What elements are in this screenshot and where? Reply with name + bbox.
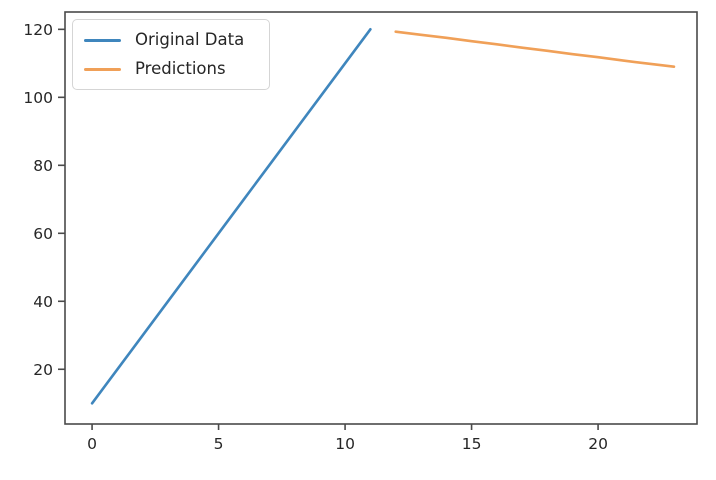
legend-label-original-data: Original Data	[135, 29, 245, 49]
legend-line-swatch-original-data	[84, 38, 121, 42]
legend-entry-original-data: Original Data	[84, 27, 251, 53]
y-tick-label: 100	[23, 89, 53, 107]
legend: Original Data Predictions	[72, 19, 270, 90]
x-tick-label: 15	[462, 435, 482, 453]
series-line-original-data	[90, 27, 372, 405]
x-axis-ticks: 0 5 10 15 20	[87, 424, 608, 453]
y-tick-label: 80	[33, 157, 53, 175]
y-tick-label: 120	[23, 21, 53, 39]
y-tick-label: 40	[33, 293, 53, 311]
x-tick-label: 5	[214, 435, 224, 453]
y-tick-label: 20	[33, 361, 53, 379]
legend-line-swatch-predictions	[84, 67, 121, 71]
x-tick-label: 10	[335, 435, 355, 453]
y-tick-label: 60	[33, 225, 53, 243]
plot-border	[64, 11, 698, 425]
series-line-predictions	[394, 30, 676, 68]
data-series	[90, 27, 676, 405]
y-axis-ticks: 20 40 60 80 100 120	[23, 21, 65, 379]
x-tick-label: 0	[87, 435, 97, 453]
x-tick-label: 20	[588, 435, 608, 453]
legend-label-predictions: Predictions	[135, 58, 226, 78]
legend-entry-predictions: Predictions	[84, 56, 251, 82]
